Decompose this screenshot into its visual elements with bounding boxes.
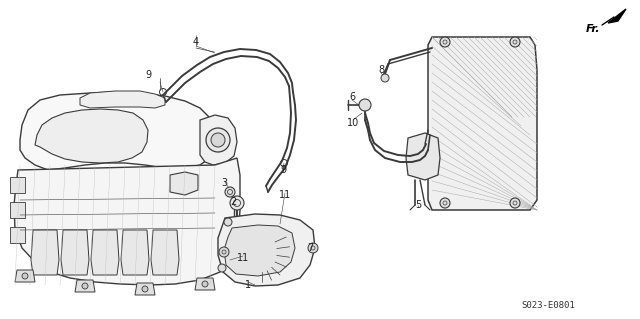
Polygon shape (35, 109, 148, 163)
Polygon shape (135, 283, 155, 295)
Polygon shape (10, 177, 25, 193)
Text: 11: 11 (237, 253, 249, 263)
Circle shape (225, 187, 235, 197)
Polygon shape (80, 91, 165, 108)
Circle shape (82, 283, 88, 289)
Polygon shape (61, 230, 89, 275)
Circle shape (308, 243, 318, 253)
Circle shape (359, 99, 371, 111)
Polygon shape (15, 270, 35, 282)
Polygon shape (170, 172, 198, 195)
Polygon shape (428, 37, 537, 210)
Polygon shape (195, 278, 215, 290)
Circle shape (211, 133, 225, 147)
Text: 10: 10 (347, 118, 359, 128)
Polygon shape (91, 230, 119, 275)
Circle shape (230, 196, 244, 210)
Polygon shape (75, 280, 95, 292)
Text: 5: 5 (415, 200, 421, 210)
Polygon shape (10, 202, 25, 218)
Text: 9: 9 (280, 165, 286, 175)
Polygon shape (200, 115, 237, 165)
Polygon shape (151, 230, 179, 275)
Circle shape (440, 198, 450, 208)
Polygon shape (218, 214, 315, 286)
Text: S023-E0801: S023-E0801 (521, 300, 575, 309)
Polygon shape (608, 9, 626, 23)
Circle shape (206, 128, 230, 152)
Circle shape (381, 74, 389, 82)
Polygon shape (14, 158, 240, 285)
Text: 2: 2 (230, 197, 236, 207)
Text: 9: 9 (145, 70, 151, 80)
Polygon shape (10, 227, 25, 243)
Circle shape (510, 37, 520, 47)
Circle shape (219, 247, 229, 257)
Circle shape (440, 37, 450, 47)
Text: 4: 4 (193, 37, 199, 47)
Polygon shape (121, 230, 149, 275)
Circle shape (510, 198, 520, 208)
Polygon shape (31, 230, 59, 275)
Text: 6: 6 (349, 92, 355, 102)
Polygon shape (20, 92, 215, 170)
Circle shape (218, 264, 226, 272)
Polygon shape (224, 225, 295, 276)
Polygon shape (406, 133, 440, 180)
Text: 7: 7 (307, 243, 313, 253)
Circle shape (224, 218, 232, 226)
Text: Fr.: Fr. (586, 24, 600, 34)
Circle shape (22, 273, 28, 279)
Circle shape (202, 281, 208, 287)
Text: 1: 1 (245, 280, 251, 290)
Text: 3: 3 (221, 178, 227, 188)
Circle shape (142, 286, 148, 292)
Text: 8: 8 (378, 65, 384, 75)
Text: 11: 11 (279, 190, 291, 200)
